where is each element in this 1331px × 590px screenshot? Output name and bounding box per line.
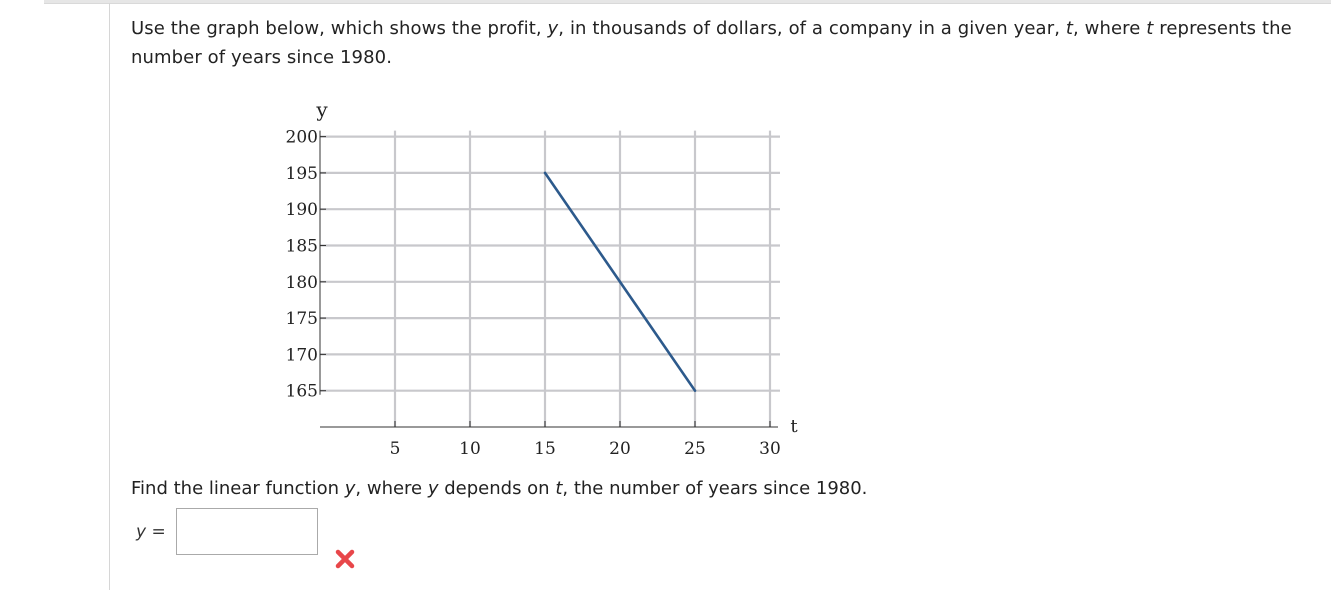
y-tick-label: 190 [286,200,318,220]
profit-series-line [543,171,697,393]
y-tick-label: 185 [286,237,318,257]
y-tick-label: 175 [286,309,318,329]
profit-line-chart: 165 170 175 180 185 190 195 200 5 10 15 20 25 30 y t [286,98,799,459]
left-margin-divider [109,3,110,590]
y-tick-label: 170 [286,345,318,365]
answer-input[interactable] [176,508,318,555]
x-axis-label: t [790,416,798,437]
find-instruction: Find the linear function y, where y depe… [131,478,868,499]
x-tick-label: 5 [390,439,401,459]
x-tick-label: 20 [609,439,631,459]
x-tick-label: 10 [459,439,481,459]
x-tick-label: 30 [759,439,781,459]
x-tick-label: 15 [534,439,556,459]
y-tick-label: 195 [286,164,318,184]
incorrect-x-icon [335,549,355,569]
x-tick-label: 25 [684,439,706,459]
y-axis-label: y [315,98,328,122]
y-tick-label: 180 [286,273,318,293]
answer-label: y = [136,522,166,542]
question-text: Use the graph below, which shows the pro… [131,18,1292,68]
top-divider [44,0,1331,4]
y-tick-label: 200 [286,128,318,148]
y-tick-label: 165 [286,382,318,402]
